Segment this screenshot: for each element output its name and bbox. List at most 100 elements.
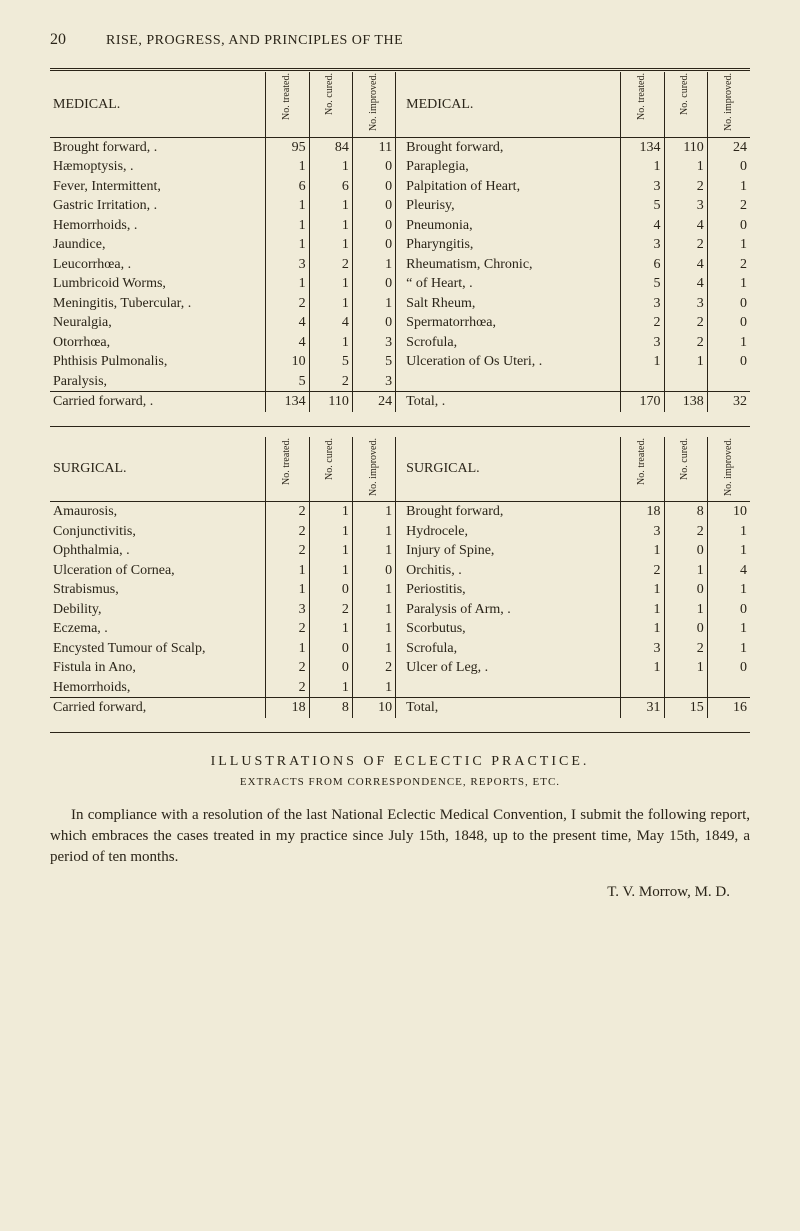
num-treated: 3 — [621, 177, 664, 197]
num-improved: 2 — [352, 658, 395, 678]
table-row: Eczema, .211Scorbutus,101 — [50, 619, 750, 639]
num-treated: 3 — [266, 600, 309, 620]
col-header-cured: No. cured. — [664, 437, 707, 502]
condition-label: Carried forward, . — [50, 392, 266, 412]
num-cured: 1 — [309, 235, 352, 255]
table-row: Fistula in Ano,202Ulcer of Leg, .110 — [50, 658, 750, 678]
paragraph-text: In compliance with a resolution of the l… — [50, 805, 750, 868]
num-improved: 1 — [352, 502, 395, 522]
num-treated: 1 — [266, 157, 309, 177]
condition-label: “ of Heart, . — [396, 274, 621, 294]
num-improved: 1 — [707, 235, 750, 255]
col-header-treated: No. treated. — [266, 72, 309, 137]
num-cured: 2 — [664, 333, 707, 353]
num-treated: 3 — [621, 235, 664, 255]
num-cured: 1 — [309, 502, 352, 522]
num-improved: 1 — [352, 639, 395, 659]
num-improved: 1 — [707, 177, 750, 197]
num-cured: 1 — [664, 600, 707, 620]
num-cured: 1 — [309, 561, 352, 581]
num-improved: 1 — [707, 541, 750, 561]
table-row: Paralysis,523 — [50, 372, 750, 392]
condition-label: Scrofula, — [396, 639, 621, 659]
num-cured: 1 — [309, 333, 352, 353]
num-cured: 0 — [309, 580, 352, 600]
num-cured: 1 — [664, 561, 707, 581]
num-cured: 0 — [309, 658, 352, 678]
condition-label: Scrofula, — [396, 333, 621, 353]
condition-label: Ulcer of Leg, . — [396, 658, 621, 678]
num-cured: 3 — [664, 196, 707, 216]
medical-table: MEDICAL. No. treated. No. cured. No. imp… — [50, 72, 750, 412]
illustrations-title: ILLUSTRATIONS OF ECLECTIC PRACTICE. — [50, 753, 750, 771]
condition-label: Lumbricoid Worms, — [50, 274, 266, 294]
num-treated: 3 — [621, 333, 664, 353]
divider — [50, 70, 750, 71]
condition-label: Jaundice, — [50, 235, 266, 255]
num-cured: 3 — [664, 294, 707, 314]
num-cured: 2 — [309, 600, 352, 620]
condition-label: Brought forward, . — [50, 138, 266, 158]
num-treated: 2 — [266, 502, 309, 522]
condition-label: Spermatorrhœa, — [396, 313, 621, 333]
num-improved: 1 — [707, 333, 750, 353]
col-header-improved: No. improved. — [352, 437, 395, 502]
num-improved: 32 — [707, 392, 750, 412]
num-treated: 3 — [621, 294, 664, 314]
condition-label: Fistula in Ano, — [50, 658, 266, 678]
condition-label: Strabismus, — [50, 580, 266, 600]
table-row: Ulceration of Cornea,110Orchitis, .214 — [50, 561, 750, 581]
num-improved: 0 — [707, 352, 750, 372]
num-improved: 1 — [707, 274, 750, 294]
num-improved: 1 — [707, 619, 750, 639]
num-cured: 110 — [309, 392, 352, 412]
num-cured: 1 — [664, 658, 707, 678]
num-improved: 1 — [707, 522, 750, 542]
num-cured: 15 — [664, 698, 707, 718]
table-total-row: Carried forward, .13411024Total, .170138… — [50, 392, 750, 412]
condition-label: Scorbutus, — [396, 619, 621, 639]
num-treated: 1 — [621, 541, 664, 561]
num-treated: 3 — [266, 255, 309, 275]
num-improved: 0 — [352, 561, 395, 581]
num-improved: 1 — [352, 678, 395, 698]
section-label: SURGICAL. — [50, 437, 266, 502]
col-header-treated: No. treated. — [621, 72, 664, 137]
num-improved: 10 — [707, 502, 750, 522]
num-treated: 2 — [266, 294, 309, 314]
num-treated: 1 — [266, 274, 309, 294]
table-row: Jaundice,110Pharyngitis,321 — [50, 235, 750, 255]
col-header-treated: No. treated. — [266, 437, 309, 502]
num-treated: 2 — [266, 658, 309, 678]
num-improved: 10 — [352, 698, 395, 718]
num-treated: 1 — [266, 216, 309, 236]
num-cured: 1 — [309, 541, 352, 561]
col-header-cured: No. cured. — [309, 72, 352, 137]
num-cured: 2 — [664, 235, 707, 255]
condition-label: Brought forward, — [396, 502, 621, 522]
num-treated: 18 — [266, 698, 309, 718]
num-cured: 1 — [309, 294, 352, 314]
condition-label: Periostitis, — [396, 580, 621, 600]
num-improved: 0 — [707, 294, 750, 314]
col-header-cured: No. cured. — [664, 72, 707, 137]
num-treated: 1 — [621, 600, 664, 620]
condition-label: Meningitis, Tubercular, . — [50, 294, 266, 314]
num-improved: 0 — [352, 157, 395, 177]
num-treated: 4 — [266, 333, 309, 353]
num-cured: 4 — [664, 274, 707, 294]
num-cured: 110 — [664, 138, 707, 158]
num-improved: 1 — [352, 522, 395, 542]
condition-label: Ulceration of Os Uteri, . — [396, 352, 621, 372]
section-label: MEDICAL. — [50, 72, 266, 137]
condition-label: Leucorrhœa, . — [50, 255, 266, 275]
table-row: Hæmoptysis, .110Paraplegia,110 — [50, 157, 750, 177]
num-treated: 1 — [621, 619, 664, 639]
table-row: Hemorrhoids, .110Pneumonia,440 — [50, 216, 750, 236]
num-cured: 2 — [664, 177, 707, 197]
condition-label: Amaurosis, — [50, 502, 266, 522]
num-treated: 2 — [266, 541, 309, 561]
num-improved: 4 — [707, 561, 750, 581]
num-improved: 1 — [352, 619, 395, 639]
num-treated: 6 — [266, 177, 309, 197]
